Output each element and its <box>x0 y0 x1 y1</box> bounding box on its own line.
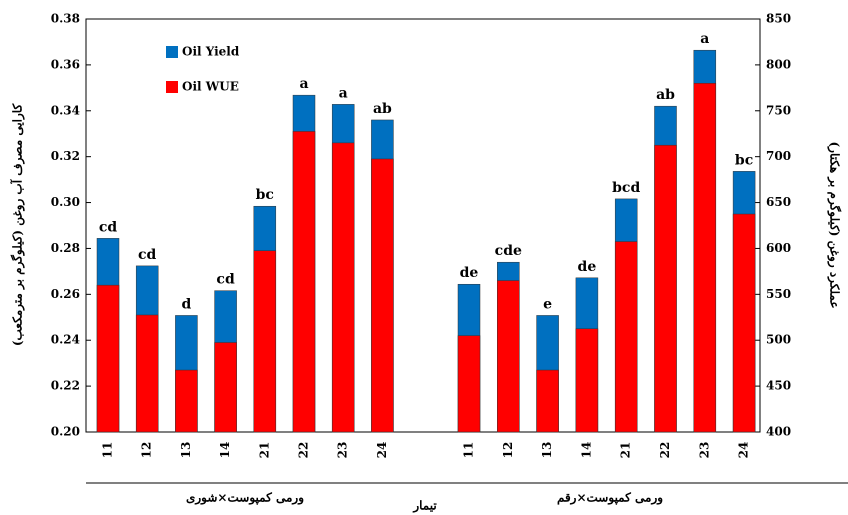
bar <box>135 314 159 433</box>
significance-letter: a <box>299 76 308 92</box>
significance-letter: ab <box>656 87 675 103</box>
y-tick-label: 0.20 <box>51 425 80 439</box>
bar <box>654 144 677 433</box>
bar <box>96 284 120 433</box>
significance-letter: cd <box>216 272 235 288</box>
x-tick-label: 14 <box>218 442 232 459</box>
significance-letter: cde <box>495 243 522 259</box>
bar <box>497 280 520 433</box>
legend-swatch <box>166 81 178 93</box>
x-tick-label: 22 <box>297 442 311 459</box>
y2-tick-label: 650 <box>766 195 791 209</box>
bar <box>575 328 599 433</box>
x-tick-label: 11 <box>462 442 476 459</box>
significance-letter: bc <box>735 152 753 168</box>
x-tick-label: 13 <box>540 442 554 459</box>
significance-letter: a <box>700 31 709 47</box>
significance-letter: de <box>460 265 479 281</box>
x-tick-label: 23 <box>336 442 350 459</box>
y2-tick-label: 700 <box>766 149 791 163</box>
legend-label: Oil WUE <box>182 80 239 94</box>
significance-letter: d <box>182 296 192 312</box>
y2-tick-label: 600 <box>766 241 791 255</box>
bar <box>175 369 198 433</box>
bar <box>292 131 316 433</box>
y-tick-label: 0.28 <box>51 241 80 255</box>
significance-letter: bcd <box>612 180 640 196</box>
x-tick-label: 24 <box>375 442 389 459</box>
y-tick-label: 0.26 <box>51 287 80 301</box>
significance-letter: de <box>578 259 597 275</box>
y-tick-label: 0.24 <box>51 333 80 347</box>
x-tick-label: 24 <box>737 442 751 459</box>
bar <box>693 82 717 433</box>
bar <box>371 158 394 433</box>
x-axis-label: تیمار <box>412 499 437 514</box>
bar <box>253 250 277 433</box>
significance-letter: cd <box>99 219 118 235</box>
group-label: ورمی کمپوست×رقم <box>557 491 663 506</box>
y2-tick-label: 550 <box>766 287 791 301</box>
y2-axis-label: عملکرد روغن (کیلوگرم بر هکتار) <box>827 142 843 309</box>
legend-label: Oil Yield <box>182 45 240 59</box>
y2-tick-label: 800 <box>766 57 791 71</box>
x-tick-label: 12 <box>140 442 154 459</box>
x-tick-label: 14 <box>579 442 593 459</box>
significance-letter: bc <box>256 187 274 203</box>
x-tick-label: 13 <box>179 442 193 459</box>
bar <box>214 342 237 433</box>
bar <box>457 335 481 433</box>
significance-letter: a <box>339 85 348 101</box>
x-tick-label: 23 <box>697 442 711 459</box>
bar <box>614 241 638 433</box>
y2-tick-label: 400 <box>766 425 791 439</box>
plot-frame <box>85 18 761 433</box>
x-tick-label: 21 <box>619 442 633 459</box>
y2-tick-label: 850 <box>766 12 791 26</box>
legend-swatch <box>166 46 178 58</box>
y-tick-label: 0.32 <box>51 149 80 163</box>
y-tick-label: 0.34 <box>51 103 80 117</box>
y2-tick-label: 450 <box>766 379 791 393</box>
bar <box>536 369 559 433</box>
significance-letter: ab <box>373 101 392 117</box>
bar <box>732 213 756 433</box>
y-tick-label: 0.30 <box>51 195 80 209</box>
y-axis-label: کارایی مصرف آب روغن (کیلوگرم بر مترمکعب) <box>9 104 26 347</box>
y-tick-label: 0.22 <box>51 379 80 393</box>
y2-tick-label: 500 <box>766 333 791 347</box>
bar <box>331 142 355 433</box>
significance-letter: e <box>543 296 552 312</box>
x-tick-label: 22 <box>658 442 672 459</box>
group-label: ورمی کمپوست×شوری <box>186 491 304 506</box>
x-tick-label: 12 <box>501 442 515 459</box>
y-tick-label: 0.38 <box>51 12 80 26</box>
x-tick-label: 11 <box>101 442 115 459</box>
y2-tick-label: 750 <box>766 103 791 117</box>
significance-letter: cd <box>138 247 157 263</box>
x-tick-label: 21 <box>257 442 271 459</box>
y-tick-label: 0.36 <box>51 57 80 71</box>
